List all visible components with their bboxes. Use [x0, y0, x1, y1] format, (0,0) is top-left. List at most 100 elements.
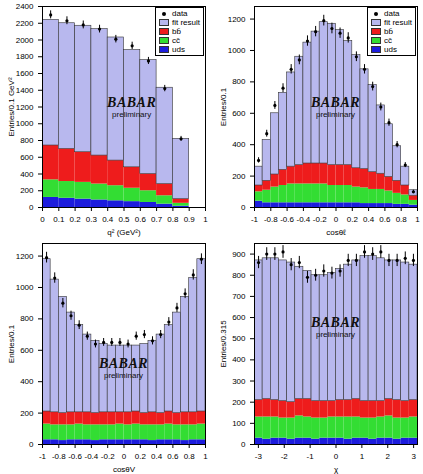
html-text:bb̄: bb̄ [172, 27, 181, 36]
svg-text:-0.6: -0.6 [68, 452, 82, 461]
svg-text:400: 400 [232, 355, 246, 364]
svg-text:1000: 1000 [228, 46, 246, 55]
svg-text:Entries/0.1 GeV²: Entries/0.1 GeV² [7, 77, 16, 136]
svg-text:0.2: 0.2 [70, 215, 82, 224]
svg-text:-2: -2 [281, 452, 289, 461]
svg-text:cosθℓ: cosθℓ [326, 228, 346, 237]
svg-text:0.4: 0.4 [151, 452, 163, 461]
svg-text:-0.6: -0.6 [280, 215, 294, 224]
html-text:fit result: fit result [172, 18, 200, 27]
svg-text:0.4: 0.4 [102, 215, 114, 224]
svg-text:200: 200 [20, 186, 34, 195]
svg-text:0: 0 [122, 452, 127, 461]
svg-text:400: 400 [20, 377, 34, 386]
html-text:preliminary: preliminary [112, 109, 152, 118]
svg-text:2: 2 [386, 452, 391, 461]
svg-text:600: 600 [232, 109, 246, 118]
svg-text:0: 0 [241, 203, 246, 212]
svg-text:600: 600 [20, 346, 34, 355]
svg-text:700: 700 [232, 292, 246, 301]
svg-text:800: 800 [232, 271, 246, 280]
svg-text:χ: χ [334, 465, 339, 474]
svg-text:-1: -1 [39, 452, 47, 461]
svg-text:800: 800 [20, 314, 34, 323]
svg-text:0.6: 0.6 [167, 452, 179, 461]
svg-text:0.1: 0.1 [53, 215, 65, 224]
svg-text:400: 400 [232, 140, 246, 149]
svg-text:-0.4: -0.4 [85, 452, 99, 461]
svg-text:900: 900 [232, 250, 246, 259]
svg-text:600: 600 [232, 313, 246, 322]
svg-text:1200: 1200 [16, 103, 34, 112]
svg-text:0.3: 0.3 [86, 215, 98, 224]
svg-text:-0.8: -0.8 [52, 452, 66, 461]
svg-text:100: 100 [232, 419, 246, 428]
svg-text:0: 0 [334, 452, 339, 461]
svg-text:Entries/0.315: Entries/0.315 [219, 320, 228, 368]
svg-text:0.6: 0.6 [379, 215, 391, 224]
svg-text:200: 200 [232, 398, 246, 407]
svg-text:300: 300 [232, 377, 246, 386]
svg-text:0: 0 [29, 203, 34, 212]
svg-text:0.8: 0.8 [396, 215, 408, 224]
svg-text:0.2: 0.2 [135, 452, 147, 461]
svg-text:0.6: 0.6 [135, 215, 147, 224]
svg-text:800: 800 [232, 77, 246, 86]
html-text:preliminary: preliminary [315, 329, 356, 339]
svg-text:cosθV: cosθV [113, 465, 136, 474]
svg-text:400: 400 [20, 170, 34, 179]
svg-text:0.9: 0.9 [184, 215, 196, 224]
html-text:bb̄: bb̄ [384, 27, 393, 36]
svg-text:0: 0 [334, 215, 339, 224]
svg-text:2000: 2000 [16, 36, 34, 45]
svg-text:1000: 1000 [16, 283, 34, 292]
svg-text:1400: 1400 [16, 86, 34, 95]
svg-text:-1: -1 [307, 452, 315, 461]
svg-text:0.8: 0.8 [167, 215, 179, 224]
html-text:BABAR: BABAR [310, 314, 361, 330]
svg-text:0.2: 0.2 [347, 215, 359, 224]
svg-text:500: 500 [232, 334, 246, 343]
svg-text:1800: 1800 [16, 52, 34, 61]
svg-text:3: 3 [411, 452, 416, 461]
svg-text:1: 1 [203, 215, 208, 224]
svg-text:2400: 2400 [16, 2, 34, 11]
svg-text:0.4: 0.4 [363, 215, 375, 224]
svg-text:1200: 1200 [228, 15, 246, 24]
svg-text:q² (GeV²): q² (GeV²) [107, 228, 141, 237]
html-text:BABAR: BABAR [107, 94, 157, 109]
html-text:data: data [172, 9, 188, 18]
svg-text:600: 600 [20, 153, 34, 162]
svg-text:800: 800 [20, 136, 34, 145]
svg-text:0: 0 [40, 215, 45, 224]
svg-text:0: 0 [29, 440, 34, 449]
svg-text:0.8: 0.8 [184, 452, 196, 461]
svg-text:1000: 1000 [16, 119, 34, 128]
svg-text:200: 200 [20, 409, 34, 418]
svg-text:2200: 2200 [16, 19, 34, 28]
html-text:preliminary: preliminary [315, 109, 356, 118]
svg-text:-0.4: -0.4 [297, 215, 311, 224]
svg-text:-0.2: -0.2 [101, 452, 115, 461]
html-text:uds: uds [172, 45, 185, 54]
svg-text:Entries/0.1: Entries/0.1 [219, 87, 228, 126]
svg-text:1200: 1200 [16, 252, 34, 261]
svg-text:-0.2: -0.2 [313, 215, 327, 224]
svg-text:0: 0 [241, 440, 246, 449]
svg-text:0.7: 0.7 [151, 215, 163, 224]
svg-text:Entries/0.1: Entries/0.1 [7, 324, 16, 363]
html-text:data: data [384, 9, 400, 18]
svg-text:-1: -1 [251, 215, 259, 224]
svg-text:0.5: 0.5 [118, 215, 130, 224]
svg-text:1: 1 [415, 215, 420, 224]
html-text:BABAR: BABAR [98, 355, 149, 371]
svg-text:-0.8: -0.8 [264, 215, 278, 224]
svg-text:1600: 1600 [16, 69, 34, 78]
html-text:BABAR: BABAR [310, 94, 361, 109]
svg-text:-3: -3 [255, 452, 263, 461]
html-text:fit result: fit result [384, 18, 412, 27]
svg-text:1: 1 [360, 452, 365, 461]
svg-text:1: 1 [203, 452, 208, 461]
svg-text:200: 200 [232, 172, 246, 181]
html-text:preliminary: preliminary [103, 370, 144, 380]
